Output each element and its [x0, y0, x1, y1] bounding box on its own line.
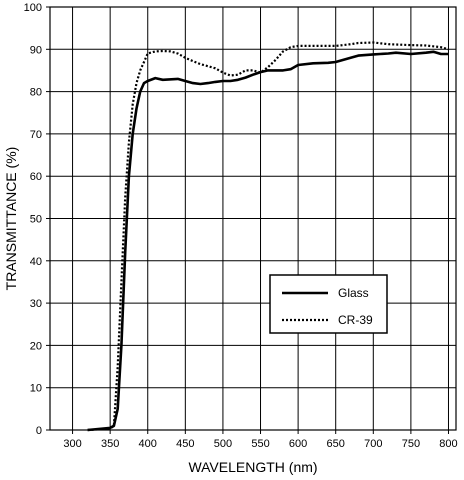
x-tick-label: 400	[139, 438, 157, 450]
series-line-cr-39	[87, 41, 449, 432]
y-tick-label: 50	[30, 214, 42, 226]
x-tick-label: 450	[176, 438, 194, 450]
y-tick-label: 90	[30, 44, 42, 56]
x-tick-label: 550	[251, 438, 269, 450]
y-axis-title: TRANSMITTANCE (%)	[3, 147, 19, 291]
x-tick-label: 350	[101, 438, 119, 450]
x-tick-label: 650	[327, 438, 345, 450]
y-tick-label: 30	[30, 298, 42, 310]
y-tick-label: 0	[36, 425, 42, 437]
legend-label-glass: Glass	[338, 286, 369, 300]
tick-labels: 300 350 400 450 500 550 600 650 700 750 800 0 10 20 30…	[24, 2, 458, 450]
x-tick-label: 800	[439, 438, 457, 450]
y-tick-label: 10	[30, 383, 42, 395]
y-tick-label: 70	[30, 129, 42, 141]
series-line-glass	[87, 50, 449, 432]
plot-frame	[49, 6, 457, 431]
x-tick-label: 750	[402, 438, 420, 450]
y-tick-label: 40	[30, 256, 42, 268]
series-group	[87, 41, 449, 432]
y-tick-label: 60	[30, 171, 42, 183]
x-axis-title: WAVELENGTH (nm)	[188, 459, 317, 475]
y-tick-label: 100	[24, 2, 42, 14]
legend-label-cr-39: CR-39	[338, 313, 373, 327]
x-tick-label: 600	[289, 438, 307, 450]
legend: Glass CR-39	[269, 274, 388, 334]
x-tick-label: 300	[63, 438, 81, 450]
y-tick-label: 80	[30, 87, 42, 99]
x-tick-label: 500	[214, 438, 232, 450]
y-tick-label: 20	[30, 340, 42, 352]
legend-box	[269, 274, 388, 334]
x-tick-label: 700	[364, 438, 382, 450]
